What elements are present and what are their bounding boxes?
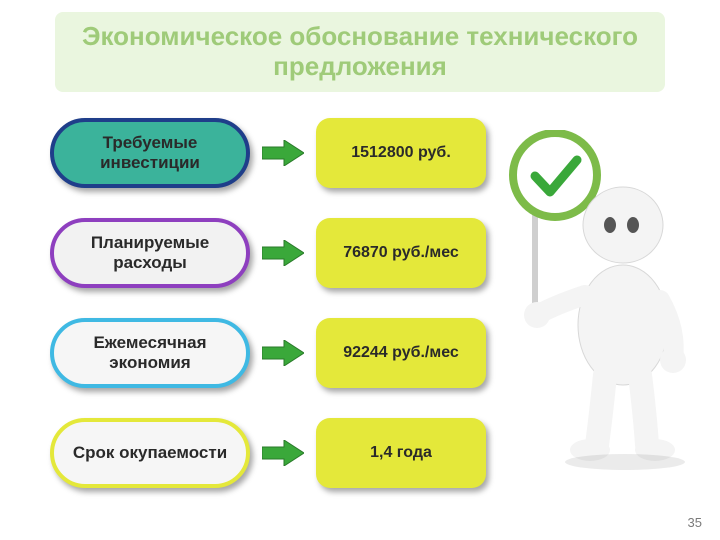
info-row: Требуемые инвестиции 1512800 руб. [50,118,490,196]
row-value-box: 1,4 года [316,418,486,488]
rows-container: Требуемые инвестиции 1512800 руб. Планиру… [50,118,490,518]
slide: Экономическое обоснование технического п… [0,0,720,540]
title-band: Экономическое обоснование технического п… [55,12,665,92]
row-label-chip: Требуемые инвестиции [50,118,250,188]
row-label-chip: Ежемесячная экономия [50,318,250,388]
page-number: 35 [688,515,702,530]
row-label-chip: Срок окупаемости [50,418,250,488]
row-label-chip: Планируемые расходы [50,218,250,288]
info-row: Планируемые расходы 76870 руб./мес [50,218,490,296]
row-value-box: 76870 руб./мес [316,218,486,288]
slide-title: Экономическое обоснование технического п… [75,22,645,82]
info-row: Ежемесячная экономия 92244 руб./мес [50,318,490,396]
row-value-box: 92244 руб./мес [316,318,486,388]
info-row: Срок окупаемости 1,4 года [50,418,490,496]
arrow-icon [262,140,304,166]
arrow-icon [262,240,304,266]
mascot-figure [505,130,690,470]
row-value-box: 1512800 руб. [316,118,486,188]
arrow-icon [262,340,304,366]
arrow-icon [262,440,304,466]
